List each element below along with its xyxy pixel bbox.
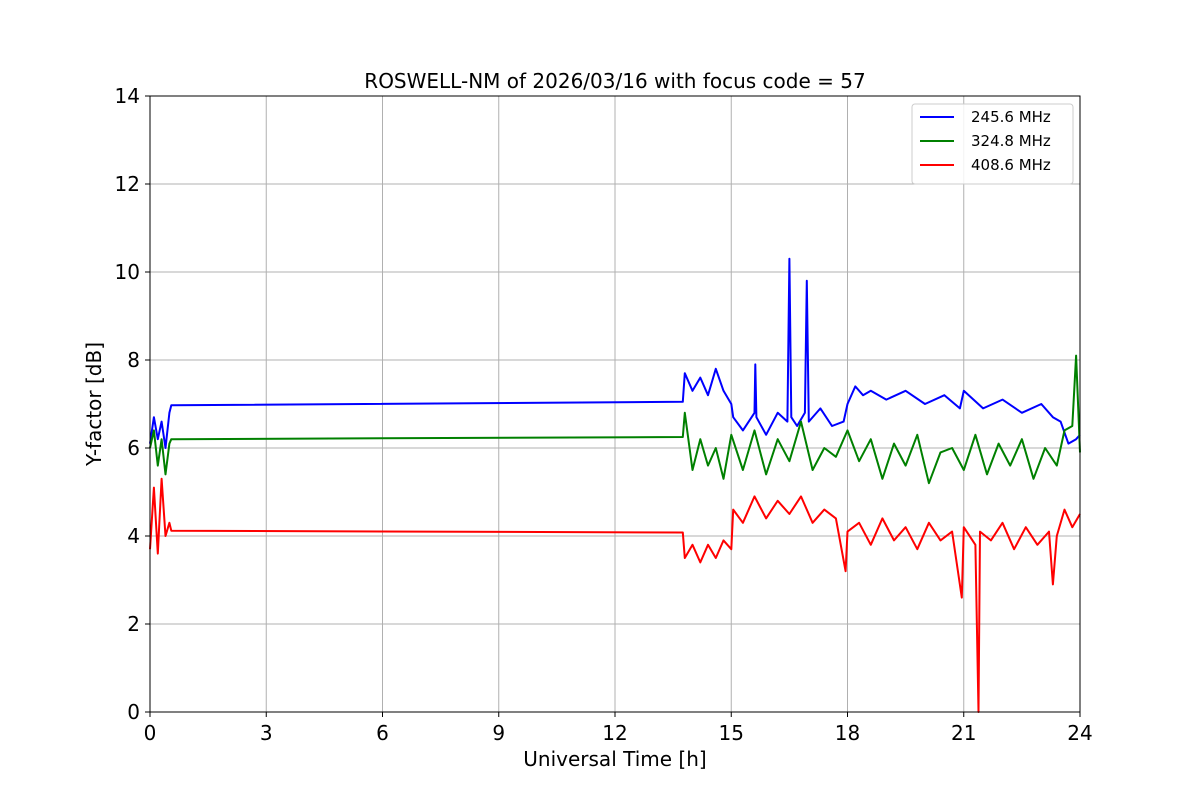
series-line-2 [149, 354, 1081, 485]
y-tick-label: 4 [127, 524, 140, 548]
legend: 245.6 MHz 324.8 MHz 408.6 MHz [911, 103, 1074, 185]
y-tick-label: 8 [127, 348, 140, 372]
y-tick-label: 0 [127, 700, 140, 724]
chart-title: ROSWELL-NM of 2026/03/16 with focus code… [364, 69, 865, 93]
x-tick-label: 12 [602, 721, 627, 745]
x-tick-label: 18 [835, 721, 860, 745]
x-tick-label: 15 [719, 721, 744, 745]
y-tick-label: 10 [115, 260, 140, 284]
x-tick-label: 6 [376, 721, 389, 745]
x-tick-label: 3 [260, 721, 273, 745]
y-axis-label: Y-factor [dB] [82, 342, 106, 467]
legend-label: 245.6 MHz [971, 108, 1051, 126]
y-tick-label: 6 [127, 436, 140, 460]
y-tick-label: 2 [127, 612, 140, 636]
legend-label: 408.6 MHz [971, 156, 1051, 174]
x-tick-label: 0 [144, 721, 157, 745]
series-line-3 [149, 477, 1081, 713]
x-tick-label: 21 [951, 721, 976, 745]
x-tick-label: 9 [492, 721, 505, 745]
y-tick-label: 12 [115, 172, 140, 196]
series-line-1 [149, 257, 1081, 449]
legend-label: 324.8 MHz [971, 132, 1051, 150]
x-tick-label: 24 [1067, 721, 1092, 745]
y-tick-label: 14 [115, 84, 140, 108]
x-axis-label: Universal Time [h] [523, 747, 706, 771]
